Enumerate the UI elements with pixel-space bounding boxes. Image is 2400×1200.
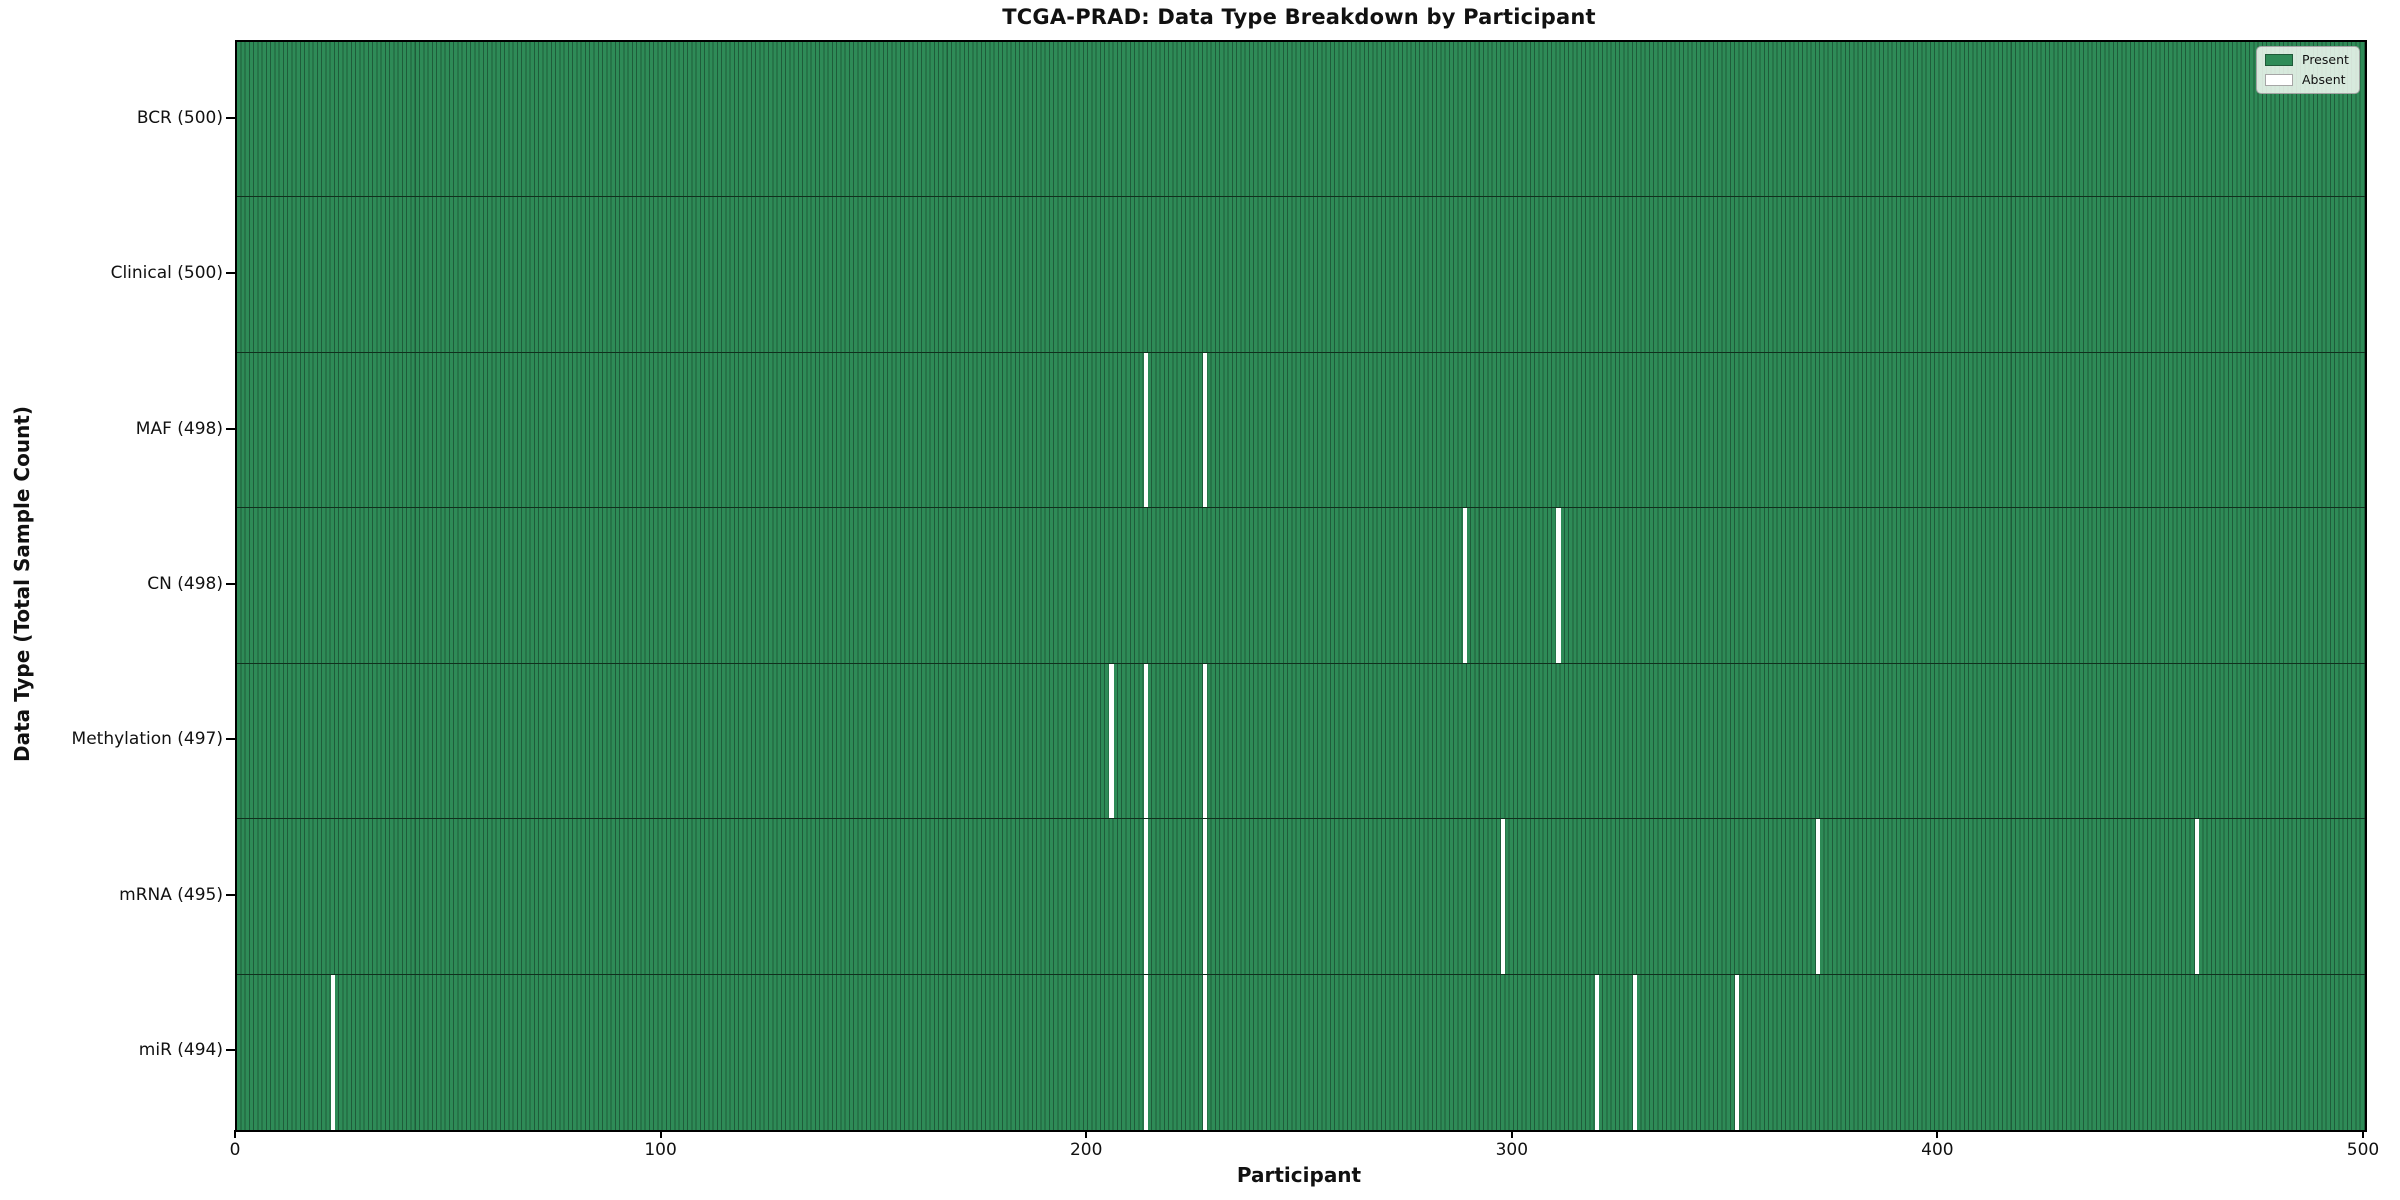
absent-gap-mRNA-297 [1501, 819, 1506, 974]
chart-title: TCGA-PRAD: Data Type Breakdown by Partic… [1002, 5, 1596, 29]
absent-gap-Methylation-205 [1109, 663, 1114, 819]
x-tick-mark-200 [1085, 1130, 1088, 1138]
legend-swatch-absent-icon [2265, 73, 2293, 86]
row-Clinical [237, 197, 2365, 353]
y-tick-mark-Methylation [226, 738, 235, 741]
y-tick-label-CN: CN (498) [147, 574, 223, 594]
y-tick-mark-Clinical [226, 272, 235, 275]
legend-label-present: Present [2302, 52, 2349, 67]
x-tick-label-400: 400 [1921, 1140, 1954, 1160]
absent-gap-miR-227 [1203, 974, 1208, 1130]
absent-gap-miR-22 [330, 974, 335, 1130]
row-Methylation [237, 663, 2365, 820]
absent-gap-Methylation-213 [1143, 663, 1148, 819]
legend-item-present: Present [2265, 52, 2349, 67]
x-tick-label-0: 0 [229, 1140, 241, 1160]
absent-gap-miR-319 [1594, 974, 1599, 1130]
x-tick-mark-300 [1510, 1130, 1513, 1138]
absent-gap-mRNA-213 [1143, 819, 1148, 974]
x-tick-mark-500 [2362, 1130, 2364, 1138]
x-tick-label-200: 200 [1069, 1140, 1103, 1160]
y-tick-label-miR: miR (494) [138, 1040, 223, 1061]
absent-gap-MAF-227 [1203, 352, 1208, 508]
y-tick-label-BCR: BCR (500) [136, 107, 223, 128]
absent-gap-miR-328 [1632, 974, 1638, 1130]
y-tick-mark-CN [226, 583, 235, 585]
absent-gap-Methylation-227 [1203, 663, 1208, 819]
absent-gap-CN-288 [1462, 508, 1468, 663]
y-tick-label-MAF: MAF (498) [135, 418, 223, 439]
y-tick-mark-MAF [226, 427, 235, 430]
legend-label-absent: Absent [2302, 71, 2346, 87]
y-tick-label-Methylation: Methylation (497) [71, 729, 223, 750]
row-CN [237, 508, 2365, 664]
y-tick-mark-mRNA [226, 893, 235, 896]
absent-gap-mRNA-371 [1815, 819, 1821, 974]
x-tick-label-500: 500 [2346, 1140, 2380, 1160]
x-tick-mark-100 [659, 1130, 662, 1138]
row-BCR [237, 42, 2365, 198]
absent-gap-CN-310 [1556, 508, 1561, 663]
row-miR [237, 974, 2365, 1130]
x-tick-mark-400 [1936, 1130, 1939, 1138]
row-MAF [237, 352, 2365, 509]
y-tick-label-Clinical: Clinical (500) [110, 263, 223, 284]
row-mRNA [237, 819, 2365, 975]
x-axis-title: Participant [1236, 1163, 1362, 1187]
legend: Present Absent [2256, 46, 2360, 94]
x-tick-label-100: 100 [644, 1140, 677, 1160]
absent-gap-mRNA-227 [1203, 819, 1208, 974]
absent-gap-miR-213 [1143, 974, 1148, 1130]
absent-gap-mRNA-460 [2194, 819, 2200, 974]
x-tick-mark-0 [234, 1130, 236, 1138]
y-axis-title: Data Type (Total Sample Count) [10, 405, 34, 763]
legend-item-absent: Absent [2265, 71, 2349, 87]
absent-gap-MAF-213 [1143, 352, 1148, 508]
y-tick-mark-BCR [226, 116, 235, 119]
legend-swatch-present-icon [2265, 54, 2293, 67]
plot-area [235, 40, 2367, 1132]
absent-gap-miR-352 [1735, 974, 1740, 1130]
y-tick-mark-miR [226, 1049, 235, 1052]
x-tick-label-300: 300 [1495, 1140, 1529, 1160]
y-tick-label-mRNA: mRNA (495) [119, 884, 223, 905]
